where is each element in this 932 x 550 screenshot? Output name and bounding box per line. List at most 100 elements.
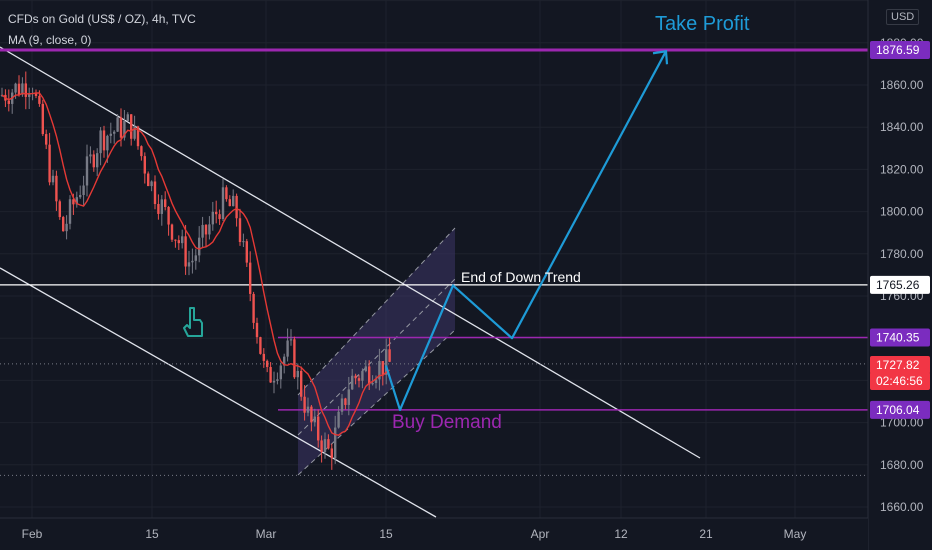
candle-body — [59, 201, 61, 217]
candle-body — [113, 132, 115, 134]
time-tick-label: 21 — [699, 527, 713, 541]
candle-body — [130, 114, 132, 138]
candle-body — [307, 407, 309, 413]
time-tick-label: Apr — [531, 527, 550, 541]
candle-body — [14, 84, 16, 93]
price-label-text: 1740.35 — [876, 330, 920, 344]
candle-body — [334, 428, 336, 459]
time-axis-bg — [0, 518, 868, 550]
candle-body — [174, 240, 176, 241]
buy-demand-label: Buy Demand — [392, 412, 502, 433]
candle-body — [246, 241, 248, 262]
candle-body — [198, 238, 200, 256]
candle-body — [382, 361, 384, 375]
candle-body — [266, 361, 268, 367]
price-tick-label: 1820.00 — [880, 162, 924, 176]
candle-body — [171, 225, 173, 240]
candle-body — [106, 136, 108, 150]
candle-body — [225, 187, 227, 199]
price-label-text: 1727.82 — [876, 358, 920, 372]
candle-body — [201, 225, 203, 238]
candle-body — [222, 187, 224, 219]
take-profit-label: Take Profit — [655, 13, 750, 35]
price-label-text: 1706.04 — [876, 403, 920, 417]
chart-annotations: Take Profit End of Down Trend Buy Demand — [184, 13, 750, 433]
candle-body — [82, 186, 84, 195]
candle-body — [354, 376, 356, 378]
price-tick-label: 1860.00 — [880, 78, 924, 92]
candle-body — [96, 153, 98, 167]
candle-body — [259, 337, 261, 354]
candle-body — [293, 339, 295, 377]
candle-body — [140, 146, 142, 156]
candle-body — [331, 448, 333, 458]
candle-body — [300, 371, 302, 397]
candle-body — [86, 156, 88, 185]
candle-body — [286, 340, 288, 356]
candle-body — [65, 224, 67, 231]
time-tick-label: 15 — [379, 527, 393, 541]
candle-body — [388, 349, 390, 362]
candle-body — [89, 154, 91, 156]
candle-body — [38, 96, 40, 104]
candle-body — [239, 218, 241, 242]
candle-body — [93, 154, 95, 167]
candle-body — [280, 365, 282, 379]
pointing-hand-icon — [184, 308, 202, 336]
candle-body — [181, 236, 183, 243]
candle-body — [320, 440, 322, 452]
candle-body — [208, 224, 210, 234]
candle-body — [127, 114, 129, 121]
candle-body — [327, 439, 329, 448]
candle-body — [147, 174, 149, 187]
price-label-text: 1765.26 — [876, 278, 920, 292]
candle-body — [371, 383, 373, 384]
price-tick-label: 1660.00 — [880, 500, 924, 514]
price-axis[interactable]: 1880.001860.001840.001820.001800.001780.… — [868, 0, 932, 550]
candle-body — [178, 240, 180, 243]
descending-trend-channel — [0, 47, 700, 517]
candle-body — [358, 378, 360, 381]
price-tick-label: 1800.00 — [880, 205, 924, 219]
candle-body — [337, 412, 339, 428]
price-label-text: 1876.59 — [876, 43, 920, 57]
candle-body — [167, 207, 169, 225]
candle-body — [341, 398, 343, 411]
candle-body — [18, 84, 20, 95]
candle-body — [110, 134, 112, 136]
indicator-legend[interactable]: MA (9, close, 0) — [8, 33, 91, 47]
end-of-trend-label: End of Down Trend — [461, 269, 581, 285]
candle-body — [218, 214, 220, 219]
candle-body — [232, 196, 234, 206]
candle-body — [188, 262, 190, 266]
candle-body — [205, 225, 207, 235]
candle-body — [269, 367, 271, 383]
candle-body — [249, 263, 251, 294]
candle-body — [42, 104, 44, 134]
candle-body — [242, 241, 244, 242]
candle-body — [62, 217, 64, 231]
candle-body — [184, 236, 186, 266]
time-axis[interactable]: Feb 15 Mar 15 Apr 12 21 May — [0, 518, 868, 550]
candle-body — [55, 176, 57, 202]
candle-body — [116, 117, 118, 131]
candle-body — [310, 407, 312, 423]
price-label-text: 02:46:56 — [876, 374, 923, 388]
time-tick-label: Mar — [256, 527, 277, 541]
candle-body — [69, 199, 71, 224]
candle-body — [154, 181, 156, 204]
hand-outline — [184, 308, 202, 336]
candle-body — [297, 371, 299, 377]
candle-body — [348, 389, 350, 405]
candle-body — [235, 196, 237, 218]
candle-body — [229, 199, 231, 206]
candle-body — [365, 366, 367, 371]
candle-body — [52, 176, 54, 183]
candle-body — [215, 212, 217, 214]
candle-body — [317, 417, 319, 441]
candle-body — [120, 117, 122, 137]
time-tick-label: Feb — [22, 527, 43, 541]
candle-body — [368, 366, 370, 384]
candle-body — [161, 199, 163, 214]
